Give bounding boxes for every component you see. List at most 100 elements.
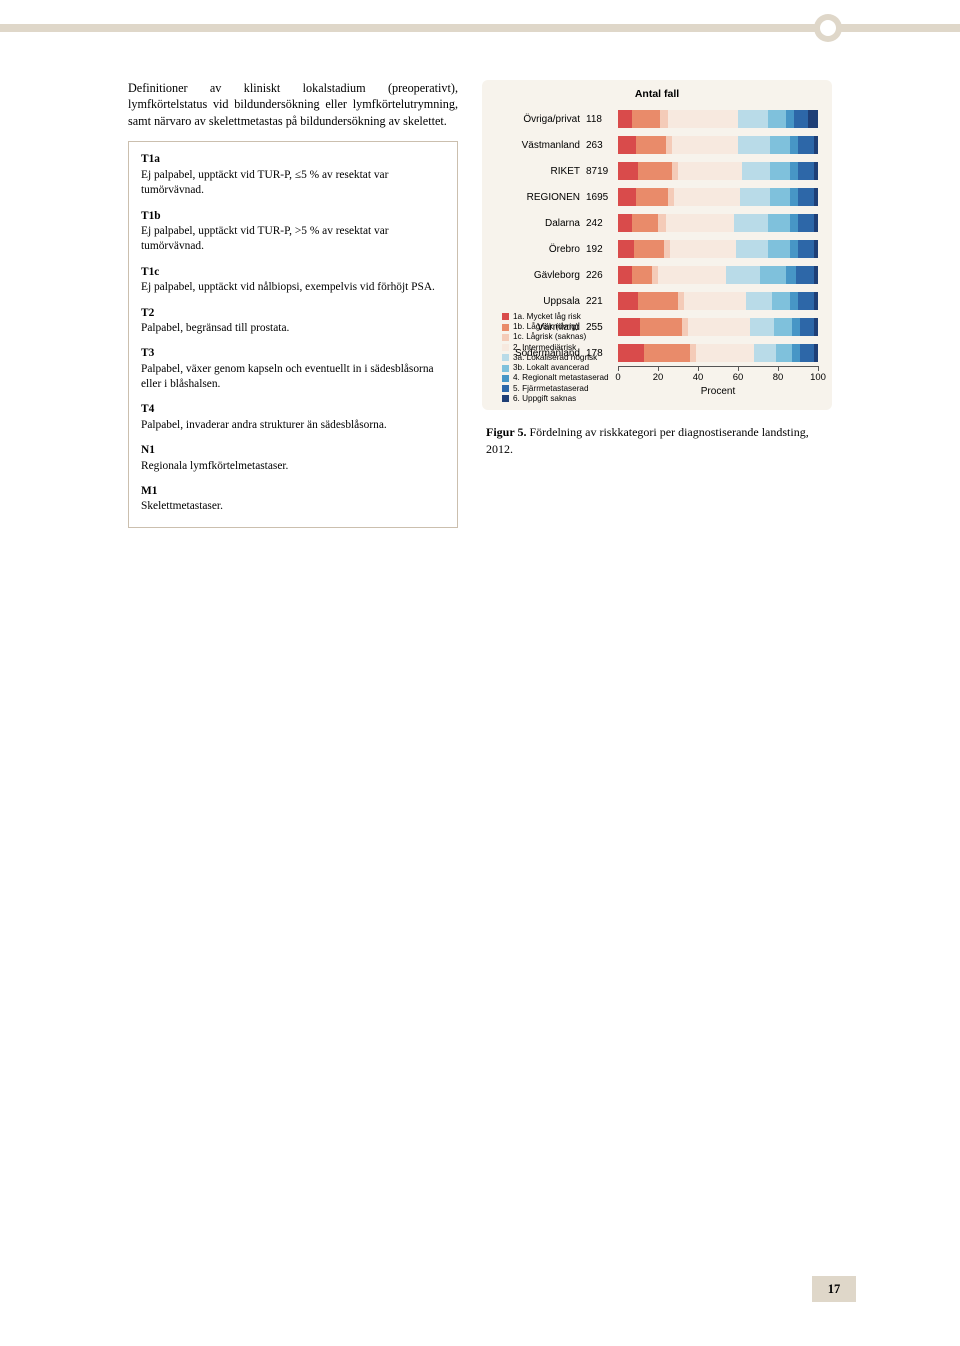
- axis-tick: [618, 366, 619, 371]
- row-count: 118: [586, 114, 618, 125]
- row-bar: [618, 318, 818, 336]
- bar-segment: [644, 344, 690, 362]
- bar-segment: [768, 110, 786, 128]
- axis-tick-label: 80: [773, 372, 784, 383]
- bar-segment: [790, 136, 798, 154]
- legend-label: 3b. Lokalt avancerad: [513, 363, 589, 373]
- bar-segment: [786, 266, 796, 284]
- definition-item: T2Palpabel, begränsad till prostata.: [141, 306, 445, 337]
- bar-segment: [814, 266, 818, 284]
- axis-tick: [658, 366, 659, 371]
- row-bar: [618, 214, 818, 232]
- bar-segment: [770, 136, 790, 154]
- legend-label: 3a. Lokaliserad högrisk: [513, 353, 597, 363]
- bar-segment: [636, 136, 666, 154]
- bar-segment: [796, 266, 814, 284]
- bar-segment: [808, 110, 818, 128]
- page: Definitioner av kliniskt lokalstadium (p…: [0, 0, 960, 1346]
- header-ornament-inner: [820, 20, 836, 36]
- definition-code: T1c: [141, 265, 445, 280]
- legend-label: 1c. Lågrisk (saknas): [513, 332, 586, 342]
- bar-segment: [798, 292, 814, 310]
- definition-desc: Skelettmetastaser.: [141, 500, 223, 512]
- axis-tick: [778, 366, 779, 371]
- row-bar: [618, 162, 818, 180]
- bar-segment: [668, 110, 738, 128]
- bar-segment: [768, 214, 790, 232]
- risk-chart: Antal fall Övriga/privat118Västmanland26…: [482, 80, 832, 410]
- page-number: 17: [812, 1276, 856, 1302]
- figure-caption-text: Fördelning av riskkategori per diagnosti…: [486, 425, 809, 456]
- definition-desc: Palpabel, invaderar andra strukturer än …: [141, 419, 387, 431]
- x-axis-label: Procent: [701, 386, 735, 397]
- bar-segment: [814, 344, 818, 362]
- definition-item: T1a Ej palpabel, upptäckt vid TUR-P, ≤5 %…: [141, 152, 445, 198]
- bar-segment: [760, 266, 786, 284]
- bar-segment: [790, 240, 798, 258]
- bar-segment: [814, 136, 818, 154]
- definition-desc: Palpabel, begränsad till prostata.: [141, 322, 289, 334]
- definition-code: T3: [141, 346, 445, 361]
- definition-code: T1b: [141, 209, 445, 224]
- bar-segment: [672, 136, 738, 154]
- legend-label: 4. Regionalt metastaserad: [513, 373, 609, 383]
- bar-segment: [684, 292, 746, 310]
- definition-item: N1 Regionala lymfkörtelmetastaser.: [141, 443, 445, 474]
- row-count: 263: [586, 140, 618, 151]
- chart-row: Dalarna242: [482, 210, 832, 236]
- bar-segment: [618, 188, 636, 206]
- definition-code: T1a: [141, 152, 445, 167]
- legend-item: 1c. Lågrisk (saknas): [502, 332, 609, 342]
- definition-item: M1Skelettmetastaser.: [141, 484, 445, 515]
- bar-segment: [638, 292, 678, 310]
- definition-desc: Ej palpabel, upptäckt vid TUR-P, ≤5 % av…: [141, 169, 388, 196]
- definitions-box: T1a Ej palpabel, upptäckt vid TUR-P, ≤5 %…: [128, 141, 458, 527]
- row-bar: [618, 188, 818, 206]
- legend-swatch: [502, 344, 509, 351]
- chart-row: Västmanland263: [482, 132, 832, 158]
- bar-segment: [636, 188, 668, 206]
- bar-segment: [814, 188, 818, 206]
- axis-tick-label: 40: [693, 372, 704, 383]
- bar-segment: [634, 240, 664, 258]
- bar-segment: [790, 292, 798, 310]
- chart-row: RIKET8719: [482, 158, 832, 184]
- bar-segment: [638, 162, 672, 180]
- bar-segment: [750, 318, 774, 336]
- legend-item: 3a. Lokaliserad högrisk: [502, 353, 609, 363]
- row-bar: [618, 136, 818, 154]
- definition-item: T1bEj palpabel, upptäckt vid TUR-P, >5 %…: [141, 209, 445, 255]
- bar-segment: [794, 110, 808, 128]
- axis-tick: [818, 366, 819, 371]
- bar-segment: [736, 240, 768, 258]
- bar-segment: [768, 240, 790, 258]
- legend-swatch: [502, 385, 509, 392]
- definition-code: N1: [141, 443, 445, 458]
- legend-swatch: [502, 375, 509, 382]
- right-column: Antal fall Övriga/privat118Västmanland26…: [482, 80, 832, 528]
- bar-segment: [618, 240, 634, 258]
- bar-segment: [738, 136, 770, 154]
- bar-segment: [790, 214, 798, 232]
- definition-item: T4Palpabel, invaderar andra strukturer ä…: [141, 402, 445, 433]
- row-bar: [618, 240, 818, 258]
- bar-segment: [790, 188, 798, 206]
- bar-segment: [632, 110, 660, 128]
- bar-segment: [678, 162, 742, 180]
- chart-row: REGIONEN1695: [482, 184, 832, 210]
- definition-desc: Regionala lymfkörtelmetastaser.: [141, 460, 288, 472]
- x-axis: 020406080100 Procent: [618, 366, 818, 396]
- bar-segment: [786, 110, 794, 128]
- legend-swatch: [502, 395, 509, 402]
- bar-segment: [814, 214, 818, 232]
- row-count: 1695: [586, 192, 618, 203]
- bar-segment: [798, 214, 814, 232]
- definition-code: T2: [141, 306, 445, 321]
- bar-segment: [742, 162, 770, 180]
- chart-title: Antal fall: [482, 88, 832, 100]
- bar-segment: [670, 240, 736, 258]
- row-label: RIKET: [482, 166, 586, 177]
- row-label: Dalarna: [482, 218, 586, 229]
- row-count: 226: [586, 270, 618, 281]
- row-bar: [618, 344, 818, 362]
